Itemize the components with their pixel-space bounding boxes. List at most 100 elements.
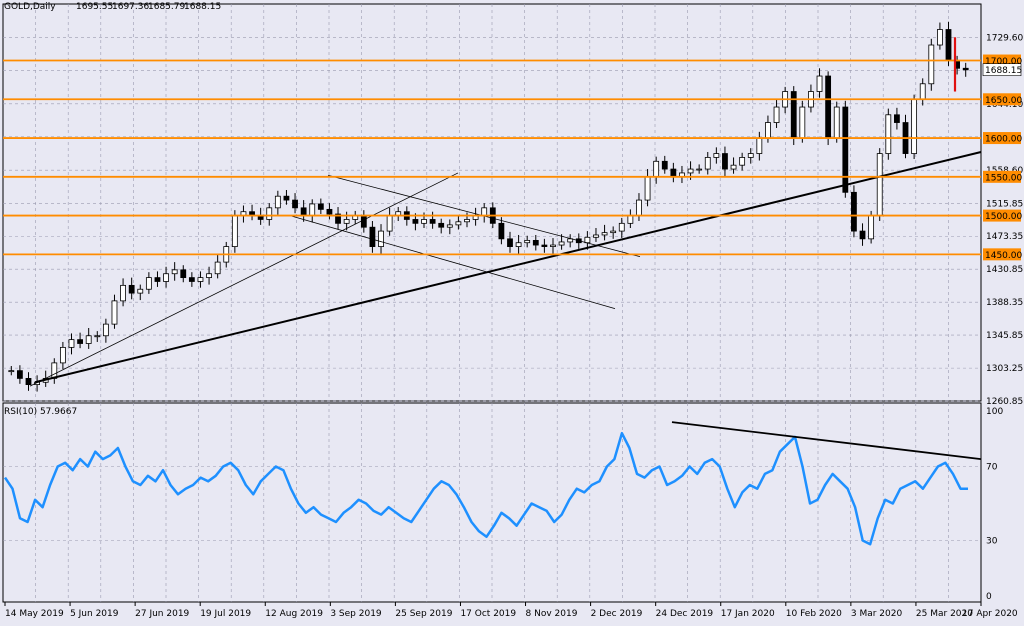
- candle-body: [145, 277, 152, 290]
- candle-body: [343, 219, 350, 224]
- candle-body: [911, 98, 918, 154]
- candle-body: [326, 208, 333, 215]
- candle-body: [8, 370, 15, 373]
- x-tick-label: 24 Dec 2019: [656, 609, 714, 619]
- candle-body: [85, 335, 92, 344]
- price-tick-label: 1430.85: [986, 265, 1023, 275]
- price-tick-label: 1515.85: [986, 199, 1023, 209]
- price-tick-label: 1388.35: [986, 298, 1023, 308]
- price-level-box: [983, 170, 1021, 183]
- candle-body: [214, 261, 221, 275]
- candle-body: [661, 160, 668, 170]
- price-level-label: 1450.00: [985, 251, 1022, 261]
- candle-body: [481, 207, 488, 216]
- x-tick-label: 3 Sep 2019: [330, 609, 382, 619]
- trendline-down-lower: [289, 215, 616, 310]
- candle-body: [627, 215, 634, 224]
- candle-body: [137, 288, 144, 294]
- candle-body: [876, 153, 883, 216]
- candle-body: [111, 300, 118, 325]
- price-tick-label: 1260.85: [986, 397, 1023, 407]
- candle-body: [653, 160, 660, 178]
- candle-body: [945, 29, 952, 61]
- candle-body: [317, 203, 324, 210]
- rsi-tick-label: 30: [986, 537, 998, 547]
- candle-body: [464, 219, 470, 223]
- candle-body: [756, 137, 763, 154]
- candle-body: [16, 370, 23, 379]
- candle-body: [928, 44, 935, 85]
- candle-body: [163, 273, 169, 282]
- candle-body: [154, 277, 161, 282]
- candle-body: [842, 106, 849, 193]
- candle-body: [429, 219, 436, 224]
- price-level-label: 1650.00: [985, 96, 1022, 106]
- candle-body: [962, 67, 969, 71]
- candle-body: [765, 122, 771, 139]
- candle-body: [231, 215, 238, 247]
- x-tick-label: 3 Mar 2020: [851, 609, 903, 619]
- price-level-label: 1500.00: [985, 212, 1022, 222]
- candle-body: [618, 222, 625, 232]
- candle-body: [59, 346, 66, 364]
- price-level-box: [983, 93, 1021, 106]
- candle-body: [369, 226, 376, 247]
- candle-body: [532, 239, 539, 246]
- candle-body: [51, 362, 58, 379]
- chart-header-open: 1695.55: [76, 2, 114, 12]
- candle-body: [713, 153, 720, 158]
- candle-body: [773, 106, 780, 123]
- candle-body: [378, 230, 384, 247]
- x-tick-label: 27 Jun 2019: [135, 609, 189, 619]
- x-tick-label: 2 Dec 2019: [591, 609, 643, 619]
- rsi-label: RSI(10) 57.9667: [4, 407, 78, 417]
- candle-body: [550, 244, 556, 247]
- trendline-support: [34, 151, 982, 384]
- candle-body: [833, 106, 840, 139]
- candle-body: [937, 29, 943, 46]
- rsi-trendline: [671, 421, 982, 460]
- x-tick-label: 14 May 2019: [5, 609, 64, 619]
- x-tick-label: 19 Jul 2019: [200, 609, 251, 619]
- price-level-label: 1600.00: [985, 135, 1022, 145]
- candle-body: [386, 215, 393, 232]
- candle-body: [360, 215, 367, 228]
- rsi-tick-label: 70: [986, 463, 998, 473]
- rsi-tick-label: 100: [986, 407, 1003, 417]
- candle-body: [593, 234, 599, 238]
- price-tick-label: 1473.35: [986, 232, 1023, 242]
- candle-body: [524, 239, 531, 244]
- price-level-label: 1550.00: [985, 173, 1022, 183]
- candle-body: [515, 242, 522, 247]
- current-price-box: [982, 63, 1022, 77]
- candle-body: [919, 83, 926, 100]
- candle-body: [868, 215, 875, 240]
- candle-body: [498, 222, 505, 240]
- candle-body: [438, 222, 445, 228]
- candle-body: [644, 176, 651, 201]
- candle-body: [859, 230, 866, 240]
- candle-body: [94, 335, 101, 338]
- candle-body: [730, 164, 737, 170]
- candle-body: [102, 323, 109, 337]
- candle-body: [266, 207, 273, 220]
- rsi-line: [3, 431, 969, 546]
- candle-body: [171, 269, 178, 275]
- candle-body: [300, 207, 307, 216]
- candle-body: [128, 284, 135, 294]
- candle-body: [851, 191, 857, 232]
- candle-body: [696, 168, 703, 171]
- x-tick-label: 8 Nov 2019: [526, 609, 578, 619]
- x-tick-label: 12 Aug 2019: [265, 609, 323, 619]
- candle-body: [421, 219, 427, 224]
- candle-body: [283, 195, 290, 201]
- candle-body: [455, 221, 462, 226]
- candle-body: [541, 244, 548, 247]
- price-level-box: [983, 248, 1021, 261]
- candle-body: [197, 277, 204, 282]
- price-tick-label: 1345.85: [986, 331, 1023, 341]
- candle-body: [825, 75, 832, 139]
- x-tick-label: 17 Jan 2020: [721, 609, 775, 619]
- candle-body: [610, 230, 617, 234]
